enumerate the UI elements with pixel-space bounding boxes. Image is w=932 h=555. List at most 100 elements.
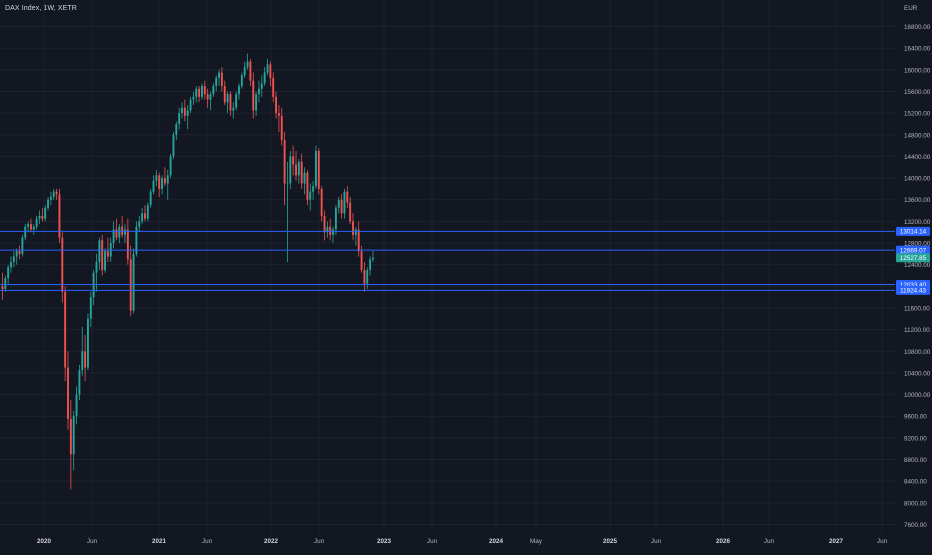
candle-body[interactable] — [141, 213, 144, 222]
candle-body[interactable] — [163, 178, 166, 184]
candle-body[interactable] — [269, 64, 272, 78]
candle-body[interactable] — [104, 251, 106, 271]
candle-body[interactable] — [312, 186, 315, 192]
candle-body[interactable] — [292, 156, 295, 165]
candle-body[interactable] — [326, 226, 329, 233]
candle-body[interactable] — [289, 156, 292, 184]
candle-body[interactable] — [24, 226, 27, 238]
candle-body[interactable] — [334, 207, 337, 230]
candle-body[interactable] — [87, 318, 89, 368]
candle-body[interactable] — [263, 72, 266, 84]
candle-body[interactable] — [169, 156, 172, 176]
candle-body[interactable] — [315, 151, 317, 187]
candle-body[interactable] — [369, 259, 372, 271]
candle-body[interactable] — [175, 123, 178, 135]
candle-body[interactable] — [78, 370, 81, 395]
candle-body[interactable] — [61, 237, 64, 292]
candle-body[interactable] — [178, 113, 181, 124]
candle-body[interactable] — [69, 418, 72, 455]
candle-body[interactable] — [258, 88, 260, 95]
candle-body[interactable] — [329, 226, 332, 235]
candle-body[interactable] — [243, 67, 246, 76]
candle-body[interactable] — [238, 86, 240, 95]
candle-body[interactable] — [47, 199, 49, 208]
candle-body[interactable] — [349, 202, 352, 222]
candle-body[interactable] — [138, 221, 141, 227]
candle-body[interactable] — [95, 261, 98, 273]
hline-layer[interactable] — [0, 230, 895, 291]
candle-body[interactable] — [272, 77, 275, 97]
candle-body[interactable] — [7, 267, 10, 279]
candle-body[interactable] — [58, 194, 61, 238]
candle-body[interactable] — [106, 251, 109, 257]
candle-body[interactable] — [212, 86, 215, 95]
candle-body[interactable] — [112, 229, 115, 244]
candle-body[interactable] — [340, 199, 343, 214]
candle-body[interactable] — [67, 367, 69, 419]
candle-body[interactable] — [280, 115, 283, 141]
candle-body[interactable] — [189, 99, 192, 111]
candle-body[interactable] — [152, 180, 155, 192]
candle-body[interactable] — [300, 161, 303, 184]
candle-body[interactable] — [75, 394, 78, 417]
candle-body[interactable] — [89, 297, 92, 319]
candle-body[interactable] — [337, 199, 340, 208]
candle-body[interactable] — [198, 88, 201, 97]
candle-body[interactable] — [266, 64, 269, 73]
candle-body[interactable] — [52, 191, 55, 198]
candle-body[interactable] — [18, 251, 21, 254]
candle-body[interactable] — [98, 240, 101, 262]
candle-layer[interactable] — [1, 53, 374, 490]
candle-body[interactable] — [309, 191, 312, 200]
candle-body[interactable] — [38, 215, 41, 219]
candle-body[interactable] — [306, 172, 309, 200]
candle-body[interactable] — [49, 197, 52, 200]
candle-body[interactable] — [203, 86, 206, 95]
candle-body[interactable] — [229, 94, 232, 111]
candle-body[interactable] — [332, 229, 334, 235]
candle-body[interactable] — [115, 229, 118, 238]
candle-body[interactable] — [235, 94, 238, 108]
candle-body[interactable] — [215, 77, 218, 87]
candle-body[interactable] — [201, 86, 203, 97]
candle-body[interactable] — [12, 256, 15, 262]
candle-body[interactable] — [124, 229, 126, 235]
candle-body[interactable] — [240, 75, 243, 87]
candle-body[interactable] — [372, 257, 374, 260]
candle-body[interactable] — [166, 175, 169, 184]
candle-body[interactable] — [232, 107, 235, 111]
candle-body[interactable] — [72, 416, 75, 455]
candle-body[interactable] — [323, 215, 326, 233]
candle-body[interactable] — [41, 215, 44, 219]
candle-body[interactable] — [149, 191, 152, 206]
candle-body[interactable] — [317, 151, 320, 189]
candle-body[interactable] — [21, 237, 24, 254]
candle-body[interactable] — [192, 96, 195, 100]
candle-body[interactable] — [246, 61, 249, 68]
candle-body[interactable] — [283, 140, 286, 184]
candle-body[interactable] — [30, 224, 32, 230]
candle-body[interactable] — [101, 240, 104, 271]
candle-body[interactable] — [132, 253, 135, 311]
candle-body[interactable] — [144, 213, 146, 219]
candle-body[interactable] — [295, 164, 297, 176]
candle-body[interactable] — [252, 80, 255, 111]
candle-body[interactable] — [366, 270, 369, 284]
candle-body[interactable] — [343, 191, 346, 214]
candle-body[interactable] — [15, 251, 18, 257]
candle-body[interactable] — [186, 110, 189, 116]
candle-body[interactable] — [249, 61, 252, 81]
candle-body[interactable] — [260, 83, 263, 89]
candle-body[interactable] — [146, 205, 149, 219]
candle-body[interactable] — [181, 107, 183, 114]
candle-body[interactable] — [44, 207, 47, 219]
candle-body[interactable] — [161, 178, 163, 189]
candle-body[interactable] — [126, 229, 129, 260]
candle-body[interactable] — [4, 278, 7, 290]
candle-body[interactable] — [84, 351, 87, 368]
candle-body[interactable] — [286, 183, 289, 185]
candle-body[interactable] — [303, 172, 306, 184]
candle-body[interactable] — [195, 88, 198, 97]
